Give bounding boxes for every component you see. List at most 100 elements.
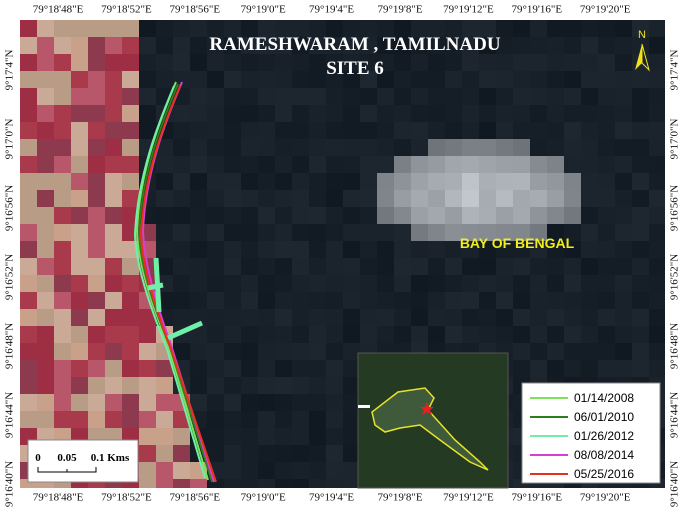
image-cell [581, 258, 598, 275]
image-cell [326, 360, 343, 377]
image-cell [139, 462, 156, 479]
image-cell [37, 190, 54, 207]
image-cell [105, 343, 122, 360]
image-cell [479, 37, 496, 54]
image-cell [547, 292, 564, 309]
image-cell [343, 428, 360, 445]
image-cell [377, 326, 394, 343]
scale-label: 0.1 Kms [91, 452, 130, 464]
image-cell [156, 156, 173, 173]
image-cell [241, 224, 258, 241]
image-cell [20, 275, 37, 292]
image-cell [224, 360, 241, 377]
image-cell [292, 445, 309, 462]
image-cell [88, 241, 105, 258]
image-cell [88, 88, 105, 105]
image-cell [496, 207, 513, 224]
image-cell [105, 377, 122, 394]
image-cell [241, 343, 258, 360]
image-cell [224, 88, 241, 105]
image-cell [122, 88, 139, 105]
image-cell [122, 20, 139, 37]
image-cell [292, 343, 309, 360]
image-cell [309, 343, 326, 360]
image-cell [445, 173, 462, 190]
image-cell [496, 88, 513, 105]
image-cell [530, 71, 547, 88]
image-cell [496, 190, 513, 207]
image-cell [54, 343, 71, 360]
image-cell [37, 207, 54, 224]
image-cell [37, 292, 54, 309]
image-cell [479, 190, 496, 207]
image-cell [292, 479, 309, 488]
image-cell [275, 462, 292, 479]
image-cell [71, 105, 88, 122]
image-cell [224, 462, 241, 479]
image-cell [275, 190, 292, 207]
image-cell [343, 224, 360, 241]
image-cell [496, 258, 513, 275]
image-cell [326, 156, 343, 173]
image-cell [207, 173, 224, 190]
shoreline [139, 85, 217, 483]
image-cell [615, 207, 632, 224]
image-cell [258, 20, 275, 37]
image-cell [496, 37, 513, 54]
image-cell [326, 479, 343, 488]
image-cell [241, 241, 258, 258]
image-cell [258, 54, 275, 71]
image-cell [598, 343, 615, 360]
image-cell [122, 394, 139, 411]
image-cell [258, 343, 275, 360]
image-cell [598, 173, 615, 190]
image-cell [564, 54, 581, 71]
image-cell [71, 292, 88, 309]
image-cell [207, 105, 224, 122]
image-cell [360, 20, 377, 37]
longitude-label: 79°18'52"E [101, 492, 152, 504]
image-cell [513, 326, 530, 343]
legend-box [521, 382, 661, 484]
image-cell [224, 445, 241, 462]
image-cell [513, 343, 530, 360]
image-cell [360, 224, 377, 241]
image-cell [20, 54, 37, 71]
image-cell [564, 275, 581, 292]
image-cell [20, 479, 37, 488]
image-cell [394, 173, 411, 190]
image-cell [224, 479, 241, 488]
image-cell [173, 275, 190, 292]
image-cell [411, 224, 428, 241]
image-cell [377, 88, 394, 105]
image-cell [326, 88, 343, 105]
image-cell [292, 190, 309, 207]
image-cell [513, 275, 530, 292]
image-cell [360, 37, 377, 54]
legend-label: 01/26/2012 [574, 429, 634, 443]
image-cell [275, 105, 292, 122]
image-cell [513, 105, 530, 122]
image-cell [139, 445, 156, 462]
longitude-label: 79°19'16"E [512, 4, 563, 16]
image-cell [156, 462, 173, 479]
image-cell [411, 275, 428, 292]
image-cell [309, 377, 326, 394]
image-cell [105, 479, 122, 488]
image-cell [71, 360, 88, 377]
image-cell [615, 105, 632, 122]
image-cell [37, 139, 54, 156]
image-cell [615, 88, 632, 105]
image-cell [71, 258, 88, 275]
image-cell [105, 326, 122, 343]
image-cell [190, 462, 207, 479]
image-cell [547, 156, 564, 173]
image-cell [275, 37, 292, 54]
longitude-label: 79°19'12"E [443, 4, 494, 16]
title-line: SITE 6 [326, 58, 384, 79]
image-cell [547, 37, 564, 54]
image-cell [530, 173, 547, 190]
image-cell [581, 54, 598, 71]
image-cell [122, 241, 139, 258]
image-cell [309, 37, 326, 54]
